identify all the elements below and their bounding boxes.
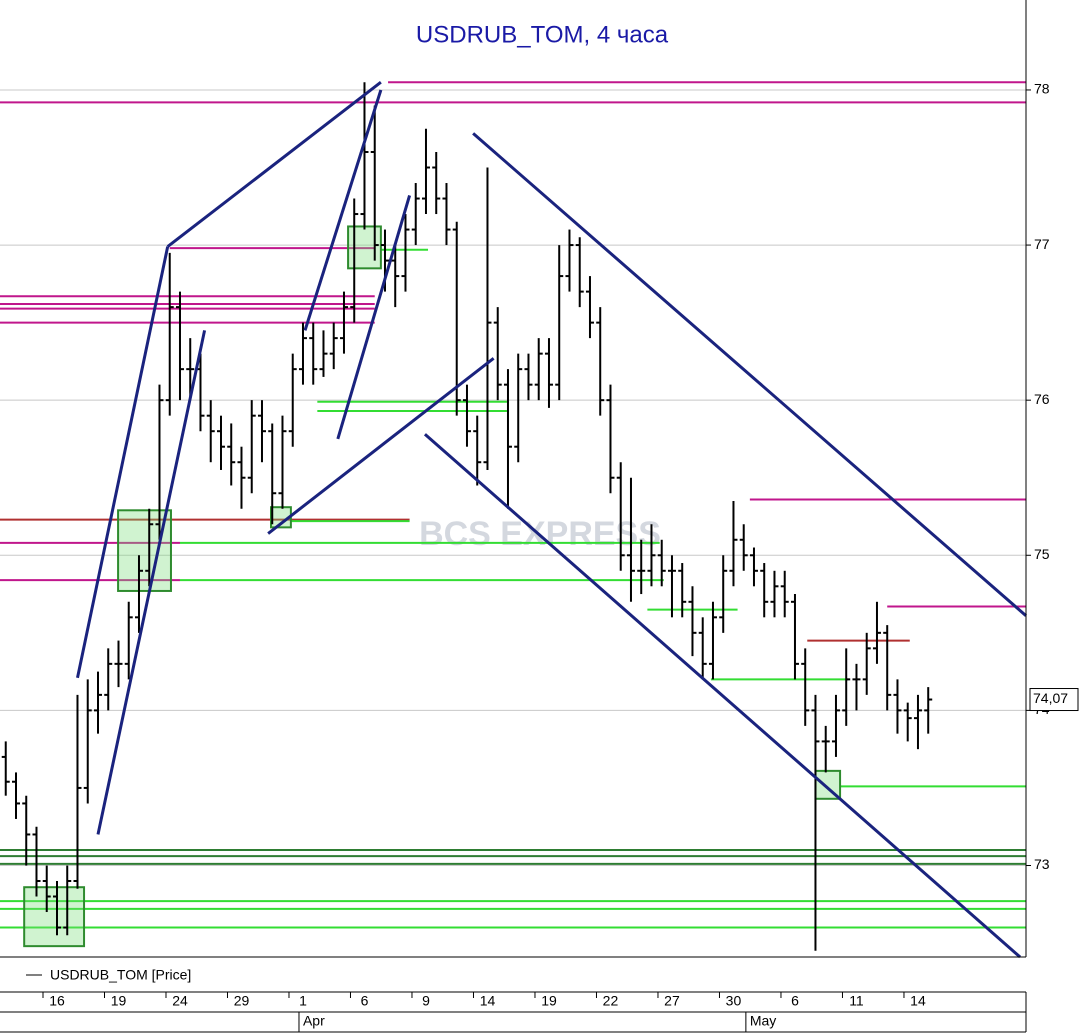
last-price-box bbox=[1029, 688, 1079, 712]
chart-title: USDRUB_TOM, 4 часа bbox=[416, 21, 669, 48]
trendlines bbox=[76, 81, 1027, 959]
x-tick-label: 19 bbox=[541, 993, 557, 1009]
axes: 73747576777816192429169141922273061114Ap… bbox=[42, 81, 1079, 1032]
x-tick-label: 16 bbox=[49, 993, 65, 1009]
trendline bbox=[166, 81, 382, 248]
y-tick-label: 77 bbox=[1034, 236, 1050, 252]
x-tick-label: 6 bbox=[791, 993, 799, 1009]
x-tick-label: 6 bbox=[361, 993, 369, 1009]
x-tick-label: 22 bbox=[603, 993, 619, 1009]
legend-label: USDRUB_TOM [Price] bbox=[50, 967, 191, 983]
x-tick-label: 9 bbox=[422, 993, 430, 1009]
x-tick-label: 1 bbox=[299, 993, 307, 1009]
x-tick-label: 14 bbox=[910, 993, 926, 1009]
trendline bbox=[423, 433, 1022, 959]
trendline bbox=[76, 246, 170, 679]
x-tick-label: 14 bbox=[480, 993, 496, 1009]
trendline bbox=[267, 357, 495, 535]
x-tick-label: 11 bbox=[849, 993, 864, 1009]
x-tick-label: 30 bbox=[726, 993, 742, 1009]
last-price-label: 74,07 bbox=[1033, 690, 1068, 706]
price-bars bbox=[1, 82, 933, 951]
x-tick-label: 19 bbox=[111, 993, 127, 1009]
zone-box bbox=[814, 769, 842, 800]
zone-box bbox=[117, 509, 172, 592]
y-tick-label: 76 bbox=[1034, 391, 1050, 407]
trendline bbox=[303, 89, 383, 331]
trendline bbox=[96, 330, 207, 835]
y-tick-label: 78 bbox=[1034, 81, 1050, 97]
trendline bbox=[472, 132, 1027, 617]
month-label: May bbox=[750, 1013, 776, 1029]
x-tick-label: 27 bbox=[664, 993, 680, 1009]
x-tick-label: 24 bbox=[172, 993, 188, 1009]
x-tick-label: 29 bbox=[234, 993, 250, 1009]
zone-box bbox=[347, 225, 382, 270]
trendline bbox=[336, 195, 412, 440]
levels bbox=[0, 81, 1026, 929]
month-label: Apr bbox=[303, 1013, 325, 1029]
y-tick-label: 75 bbox=[1034, 546, 1050, 562]
y-tick-label: 73 bbox=[1034, 856, 1050, 872]
